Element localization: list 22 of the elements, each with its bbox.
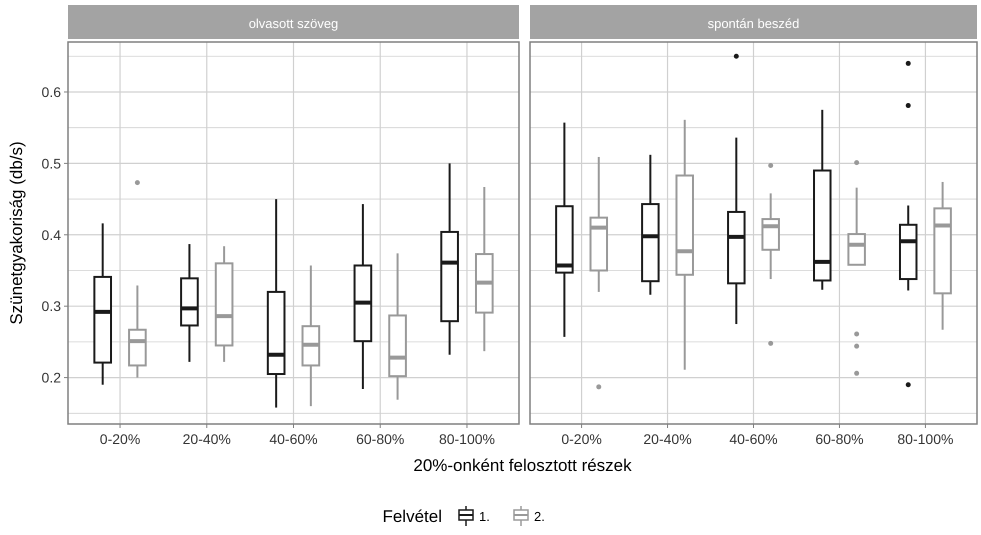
legend-title: Felvétel	[382, 507, 442, 526]
y-axis-title: Szünetgyakoriság (db/s)	[7, 141, 26, 325]
x-tick-label: 0-20%	[561, 431, 602, 447]
x-tick-label: 20-40%	[643, 431, 692, 447]
chart-title: olvasott szöveg	[248, 16, 338, 31]
chart-title: spontán beszéd	[708, 16, 800, 31]
x-tick-label: 0-20%	[100, 431, 140, 447]
x-tick-label: 20-40%	[182, 431, 231, 447]
y-tick-label: 0.5	[42, 155, 62, 172]
y-tick-label: 0.2	[42, 370, 62, 386]
x-tick-label: 80-100%	[897, 431, 954, 447]
legend-label: 2.	[534, 509, 545, 524]
x-axis-title: 20%-onként felosztott részek	[413, 456, 632, 475]
legend-label: 1.	[479, 509, 490, 524]
x-tick-label: 60-80%	[356, 431, 404, 447]
x-tick-label: 40-60%	[729, 431, 778, 447]
x-tick-label: 60-80%	[815, 431, 864, 447]
x-tick-label: 80-100%	[438, 431, 495, 447]
y-tick-label: 0.3	[42, 298, 62, 314]
x-tick-label: 40-60%	[269, 431, 318, 447]
y-tick-label: 0.6	[42, 84, 62, 100]
y-tick-label: 0.4	[42, 226, 62, 243]
